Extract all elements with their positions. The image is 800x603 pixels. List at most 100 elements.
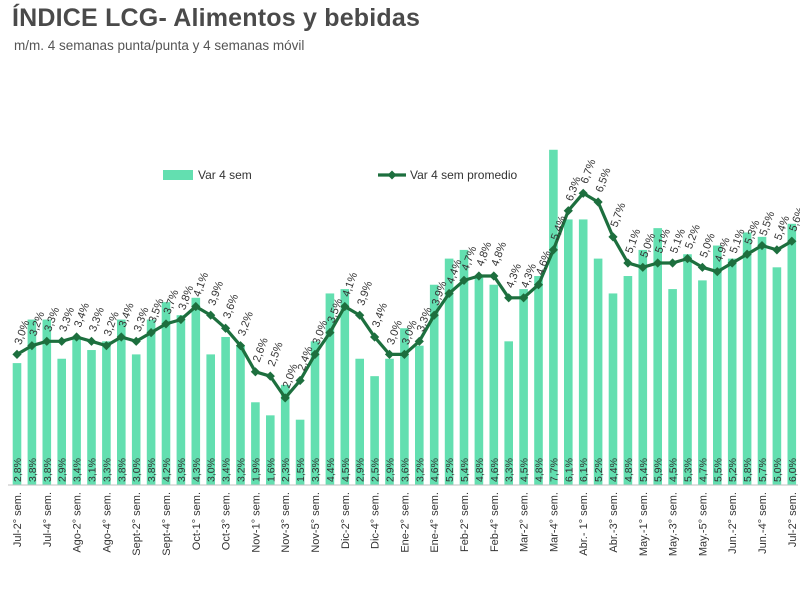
line-point [116,332,126,342]
bar [206,354,215,485]
legend-bar-swatch [163,170,193,180]
bar [295,419,305,485]
bar-value-label: 3,0% [206,458,218,482]
bar [221,336,230,485]
line-point [772,245,782,255]
bar-value-label: 3,1% [87,458,99,482]
bar [161,302,171,485]
x-tick-label: Ago-4° sem. [101,492,113,553]
bar [713,245,722,485]
bar [87,350,96,485]
x-tick-label: Oct-3° sem. [221,492,233,550]
line-point [265,371,275,381]
bar [683,254,692,485]
line-point [653,258,663,268]
bar-value-label: 3,8% [116,458,128,482]
line-point [429,310,439,320]
bar [742,232,752,485]
bar-value-label: 5,7% [757,458,769,482]
line-point [131,336,141,346]
bar-value-label: 5,2% [727,458,739,482]
bar [578,219,588,486]
line-point [623,258,633,268]
bar-value-label: 4,6% [429,458,441,482]
line-value-label: 4,1% [191,271,211,299]
line-point [250,367,260,377]
x-tick-label: Nov-1° sem. [250,492,262,553]
bar-value-label: 3,4% [72,458,84,482]
bar-value-label: 5,0% [772,458,784,482]
line-point [176,314,186,325]
line-point [86,336,97,346]
bar-value-label: 3,3% [310,458,322,482]
bar-value-label: 1,6% [265,458,277,482]
x-tick-label: Nov-5° sem. [310,492,322,553]
line-point [57,336,67,346]
bar-value-label: 5,8% [742,458,754,482]
bar-value-label: 3,6% [399,458,411,482]
x-tick-label: May.-1° sem. [638,492,650,556]
bar [340,289,350,485]
line-point [206,310,216,320]
line-point [370,332,380,342]
bar [757,236,767,485]
bar-value-label: 6,1% [563,458,575,482]
x-tick-label: Jun.-4° sem. [757,492,769,554]
x-tick-label: Feb-4° sem. [489,492,501,552]
line-point [578,188,588,198]
bar [146,319,156,485]
bar-value-label: 3,2% [236,458,248,482]
line-point [489,271,499,281]
bar [325,293,335,485]
line-point [638,262,648,272]
bar [176,315,186,485]
line-point [697,262,707,272]
bar [42,319,52,485]
line-value-label: 3,6% [221,292,241,320]
line-point [787,236,797,246]
bar [623,276,633,485]
bar [474,276,484,485]
bar [266,415,275,485]
bar-value-label: 3,8% [27,458,39,482]
bar-value-label: 5,4% [459,458,471,482]
line-point [608,232,618,242]
legend-line-label: Var 4 sem promedio [410,168,517,182]
line-point [548,245,558,255]
bar-value-label: 2,8% [12,458,24,482]
bar [310,341,320,485]
bar-value-label: 4,5% [519,458,531,482]
bar [593,258,603,485]
line-point [414,336,424,346]
bar-value-label: 5,4% [638,458,650,482]
bar [787,223,797,485]
bar-value-label: 4,3% [191,458,203,482]
bar [727,258,737,485]
line-point [668,258,678,268]
bar-value-label: 4,7% [697,458,709,482]
line-point [12,349,22,359]
bar [608,293,618,485]
bar [280,384,290,485]
bar [638,249,648,485]
x-tick-label: Dic-2° sem. [340,492,352,549]
x-tick-label: Ene-2° sem. [399,492,411,553]
x-tick-label: Mar-4° sem. [548,492,560,552]
chart-subtitle: m/m. 4 semanas punta/punta y 4 semanas m… [14,38,305,53]
bar [191,297,201,485]
line-point [355,310,365,320]
x-tick-label: Jul-2° sem. [12,492,24,547]
bar-value-label: 4,5% [668,458,680,482]
x-tick-label: Feb-2° sem. [459,492,471,552]
line-point [474,271,484,281]
bar-value-label: 3,8% [146,458,158,482]
bar [549,149,558,485]
bar-value-label: 2,3% [280,458,292,482]
bar-value-label: 2,9% [57,458,69,482]
bar-value-label: 3,0% [131,458,143,482]
x-tick-label: Dic-4° sem. [370,492,382,549]
x-tick-label: Ene-4° sem. [429,492,441,553]
bar-value-label: 2,9% [355,458,367,482]
bar [117,319,126,485]
